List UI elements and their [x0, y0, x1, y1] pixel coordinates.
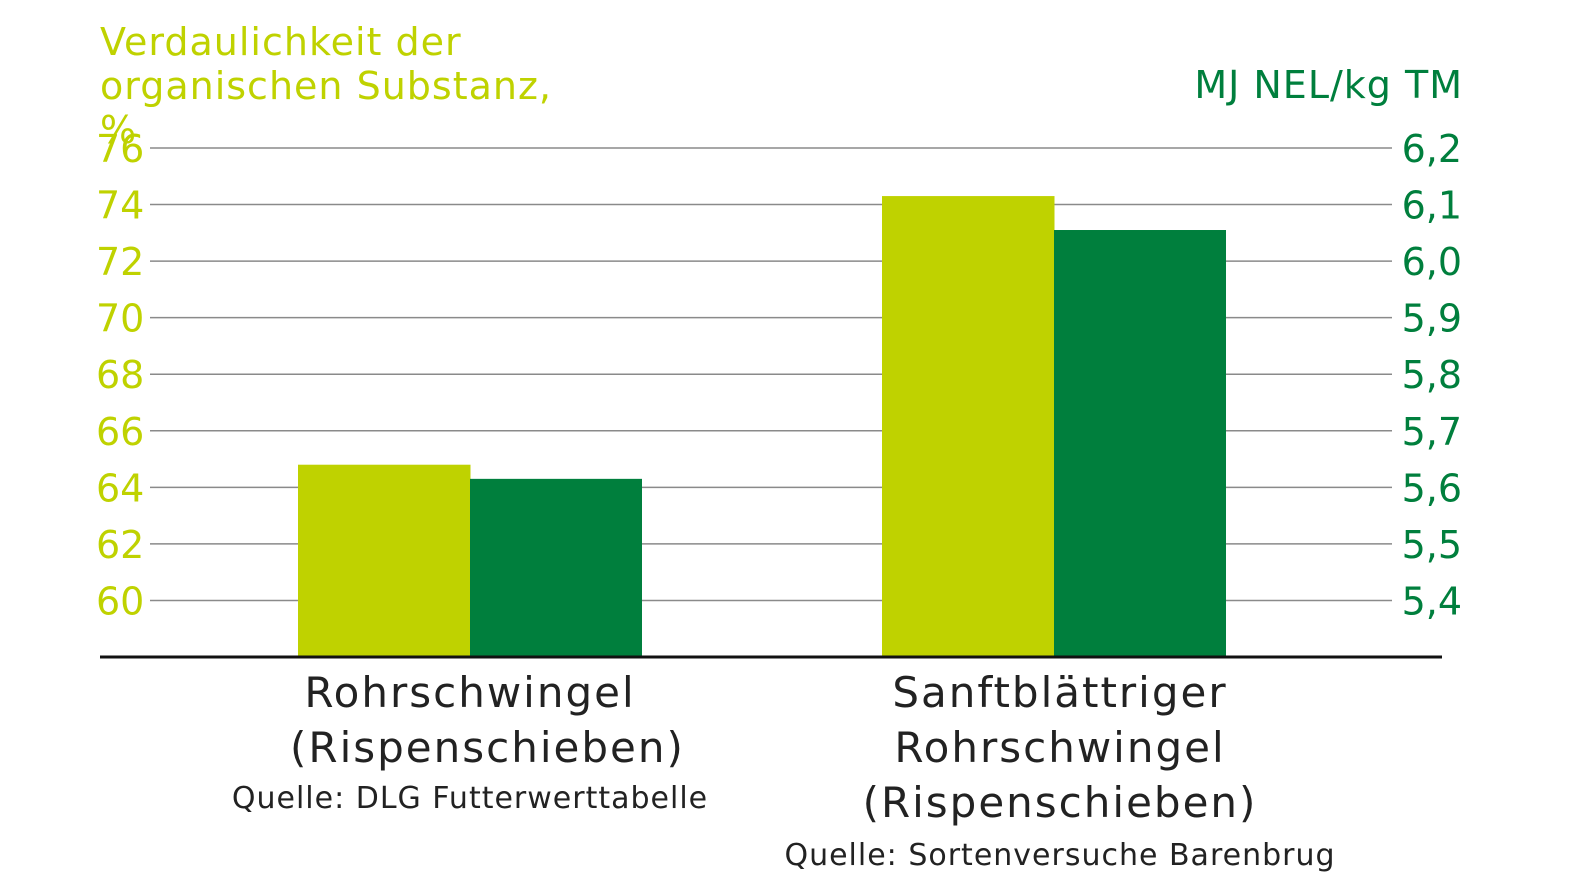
bar-verdaulichkeit-1: [882, 196, 1055, 658]
y-tick-label-left: 64: [96, 466, 144, 510]
y-axis-label-left: Verdaulichkeit der organischen Substanz,…: [100, 20, 552, 152]
y-tick-label-left: 68: [96, 353, 144, 397]
y-tick-label-left: 62: [96, 523, 144, 567]
category-label-sanftblaettriger-rohrschwingel: Sanftblättriger Rohrschwingel (Rispensch…: [755, 665, 1365, 876]
bar-mj-nel-0: [470, 478, 642, 657]
tick-labels: 60 62 64 66 68 70 72 74 76 5,4 5,5 5,6 5,7 5,8 5,9 6,0 6…: [96, 127, 1462, 623]
y-tick-label-right: 6,2: [1402, 127, 1462, 171]
y-tick-label-right: 5,6: [1402, 466, 1462, 510]
bars: [298, 196, 1226, 658]
y-tick-label-left: 66: [96, 410, 144, 454]
y-tick-label-right: 5,9: [1402, 297, 1462, 341]
y-axis-label-right: MJ NEL/kg TM: [1194, 63, 1463, 107]
y-tick-label-left: 70: [96, 297, 144, 341]
category-label-rohrschwingel: Rohrschwingel (Rispenschieben) Quelle: D…: [170, 665, 770, 819]
y-tick-label-left: 60: [96, 579, 144, 623]
y-tick-label-right: 5,8: [1402, 353, 1462, 397]
bar-verdaulichkeit-0: [298, 464, 471, 657]
y-tick-label-left: 76: [96, 127, 144, 171]
y-tick-label-right: 5,4: [1402, 579, 1462, 623]
category-source: Quelle: DLG Futterwerttabelle: [231, 781, 709, 816]
y-tick-label-left: 72: [96, 240, 144, 284]
y-tick-label-right: 5,7: [1402, 410, 1462, 454]
y-tick-label-left: 74: [96, 184, 144, 228]
y-tick-label-right: 5,5: [1402, 523, 1462, 567]
bar-mj-nel-1: [1054, 230, 1226, 657]
category-name: Rohrschwingel (Rispenschieben): [290, 668, 685, 772]
y-tick-label-right: 6,0: [1402, 240, 1462, 284]
y-tick-label-right: 6,1: [1402, 184, 1462, 228]
category-source: Quelle: Sortenversuche Barenbrug: [784, 838, 1336, 873]
category-name: Sanftblättriger Rohrschwingel (Rispensch…: [862, 668, 1258, 827]
